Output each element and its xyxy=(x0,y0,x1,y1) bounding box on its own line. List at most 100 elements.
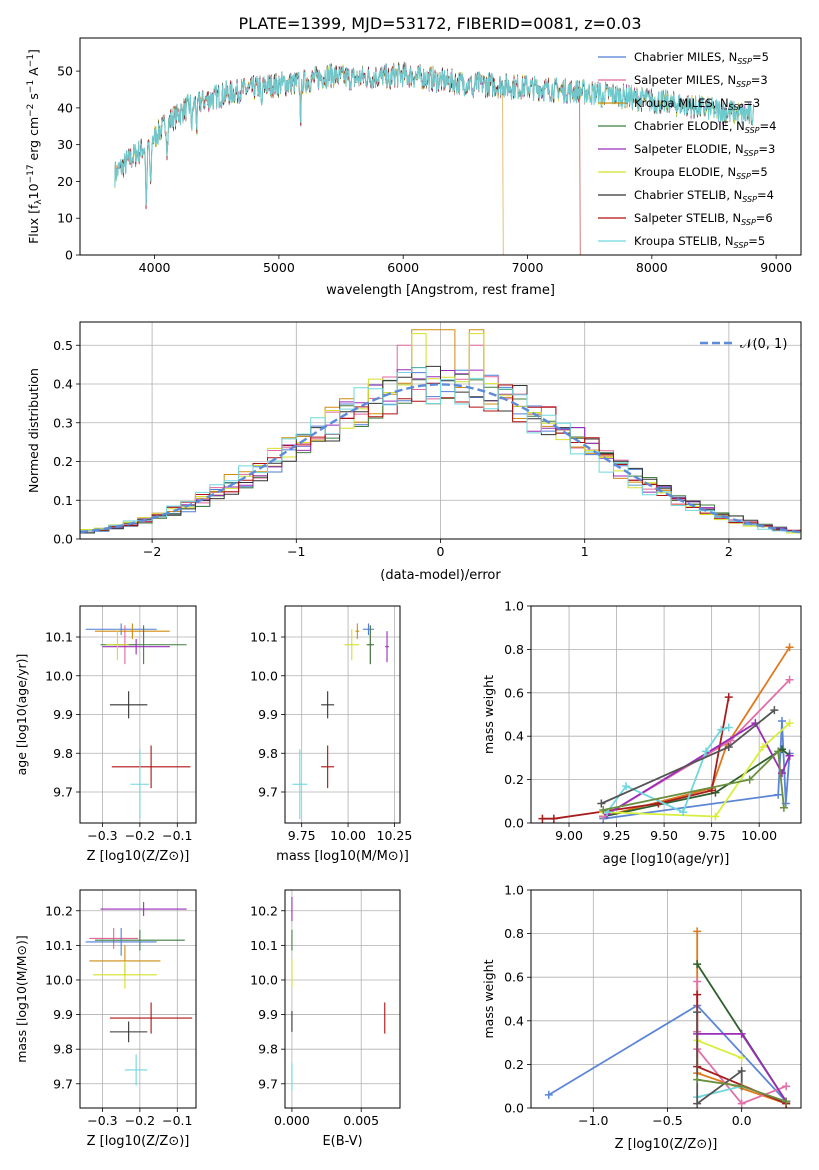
legend-entry: Salpeter ELODIE, NSSP=3 xyxy=(634,142,775,158)
x-axis-label: mass [log10(M/M⊙)] xyxy=(276,849,409,864)
panel-age-vs-Z: −0.3 −0.2 −0.1 9.7 9.8 9.9 10.0 10.1 Z [log10(Z/… xyxy=(14,605,197,864)
y-tick-label: 0.8 xyxy=(504,642,524,657)
x-tick-label: 0 xyxy=(437,544,445,559)
x-tick-label: 6000 xyxy=(387,260,419,275)
weight-marker xyxy=(693,1075,702,1084)
y-axis-label: mass weight xyxy=(481,959,496,1038)
weight-marker xyxy=(679,808,688,817)
y-axis-label: age [log10(age/yr)] xyxy=(14,654,29,776)
x-axis-label: age [log10(age/yr)] xyxy=(603,852,730,867)
axes-frame xyxy=(284,605,401,824)
weight-marker xyxy=(782,1082,791,1091)
legend-entry: 𝒩(0, 1) xyxy=(740,337,787,352)
x-tick-label: −0.3 xyxy=(87,1113,117,1128)
weight-marker xyxy=(717,725,726,734)
y-tick-label: 0.0 xyxy=(53,532,73,547)
y-tick-label: 10.1 xyxy=(250,938,278,953)
y-tick-label: 9.8 xyxy=(258,746,278,761)
y-tick-label: 9.8 xyxy=(53,1042,73,1057)
y-tick-label: 9.8 xyxy=(258,1042,278,1057)
y-tick-label: 0.0 xyxy=(504,816,524,831)
x-tick-label: 0.0 xyxy=(732,1113,752,1128)
weight-marker xyxy=(693,990,702,999)
weight-marker xyxy=(724,693,733,702)
weight-marker xyxy=(779,803,788,812)
weight-marker xyxy=(777,769,786,778)
x-tick-label: −0.1 xyxy=(162,828,192,843)
figure-title: PLATE=1399, MJD=53172, FIBERID=0081, z=0… xyxy=(238,14,641,33)
weight-marker xyxy=(785,719,794,728)
y-tick-label: 9.7 xyxy=(258,1076,278,1091)
y-tick-label: 0.0 xyxy=(504,1101,524,1116)
weight-line xyxy=(603,722,791,818)
y-tick-label: 10.1 xyxy=(45,938,73,953)
y-tick-label: 0 xyxy=(65,248,73,263)
y-axis-label: mass weight xyxy=(481,675,496,754)
weight-line xyxy=(606,721,791,816)
weight-marker xyxy=(693,1099,702,1108)
weight-marker xyxy=(785,643,794,652)
legend-entry: Kroupa MILES, NSSP=3 xyxy=(634,96,760,112)
x-tick-label: −1.0 xyxy=(578,1113,608,1128)
y-tick-label: 9.9 xyxy=(53,707,73,722)
x-tick-label: 9.00 xyxy=(555,828,583,843)
x-tick-label: 8000 xyxy=(636,260,668,275)
x-tick-label: 5000 xyxy=(263,260,295,275)
weight-marker xyxy=(693,1008,702,1017)
weight-marker xyxy=(745,775,754,784)
weight-marker xyxy=(737,1099,746,1108)
x-tick-label: 9.75 xyxy=(288,828,316,843)
y-tick-label: 30 xyxy=(57,137,73,152)
y-tick-label: 9.7 xyxy=(258,785,278,800)
panel-age-vs-mass: 9.75 10.00 10.25 9.7 9.8 9.9 10.0 10.1 mass [log… xyxy=(250,605,412,864)
weight-line xyxy=(696,1085,742,1098)
y-tick-label: 10.2 xyxy=(45,903,73,918)
x-axis-label: Z [log10(Z/Z⊙)] xyxy=(87,849,190,864)
legend-entry: Chabrier MILES, NSSP=5 xyxy=(634,50,769,66)
weight-line xyxy=(603,748,791,818)
y-tick-label: 40 xyxy=(57,100,73,115)
weight-marker xyxy=(737,1066,746,1075)
weight-marker xyxy=(622,782,631,791)
x-tick-label: 2 xyxy=(725,544,733,559)
x-tick-label: −0.3 xyxy=(87,828,117,843)
weight-marker xyxy=(544,1090,553,1099)
y-tick-label: 10.0 xyxy=(45,668,73,683)
y-tick-label: 50 xyxy=(57,64,73,79)
y-tick-label: 0.4 xyxy=(53,377,73,392)
weight-marker xyxy=(693,927,702,936)
y-tick-label: 0.2 xyxy=(53,454,73,469)
y-tick-label: 0.4 xyxy=(504,1013,524,1028)
y-tick-label: 9.9 xyxy=(258,1007,278,1022)
y-tick-label: 20 xyxy=(57,174,73,189)
x-tick-label: −0.2 xyxy=(125,1113,155,1128)
x-tick-label: 10.00 xyxy=(741,828,777,843)
y-tick-label: 9.7 xyxy=(53,785,73,800)
x-tick-label: −0.1 xyxy=(162,1113,192,1128)
x-tick-label: 9.75 xyxy=(698,828,726,843)
weight-marker xyxy=(599,805,608,814)
y-tick-label: 0.2 xyxy=(504,772,524,787)
y-tick-label: 10.2 xyxy=(250,903,278,918)
y-tick-label: 0.2 xyxy=(504,1057,524,1072)
panel-residual-histogram: −2 −1 0 1 2 0.0 0.1 0.2 0.3 0.4 0.5 (data-model)/er… xyxy=(26,321,802,583)
x-tick-label: 7000 xyxy=(512,260,544,275)
weight-marker xyxy=(737,1053,746,1062)
x-tick-label: −2 xyxy=(143,544,161,559)
weight-marker xyxy=(737,1082,746,1091)
x-tick-label: 0.005 xyxy=(343,1113,379,1128)
legend-entry: Chabrier ELODIE, NSSP=4 xyxy=(634,119,776,135)
legend-entry: Kroupa STELIB, NSSP=5 xyxy=(634,234,765,250)
weight-line xyxy=(696,1039,743,1059)
weight-marker xyxy=(724,743,733,752)
x-tick-label: 4000 xyxy=(139,260,171,275)
weight-marker xyxy=(711,812,720,821)
weight-marker xyxy=(538,814,547,823)
weight-marker xyxy=(758,743,767,752)
weight-marker xyxy=(724,723,733,732)
y-tick-label: 0.5 xyxy=(53,338,73,353)
axes-frame xyxy=(79,889,197,1109)
weight-line xyxy=(601,709,775,805)
axes-frame xyxy=(530,889,802,1109)
y-tick-label: 10.0 xyxy=(250,972,278,987)
